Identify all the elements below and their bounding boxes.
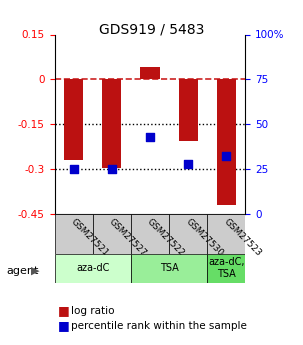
Point	[71, 166, 76, 172]
Text: GDS919 / 5483: GDS919 / 5483	[99, 22, 204, 37]
Bar	[93, 214, 131, 254]
Bar	[141, 67, 160, 79]
Point	[109, 166, 114, 172]
Bar	[207, 214, 245, 254]
Text: GSM27522: GSM27522	[145, 217, 186, 258]
Bar	[179, 79, 198, 141]
Text: GSM27530: GSM27530	[184, 217, 225, 258]
Bar	[102, 79, 122, 168]
Text: ■: ■	[58, 304, 69, 317]
Point	[224, 154, 229, 159]
Text: ▶: ▶	[31, 266, 39, 276]
Point	[148, 134, 152, 139]
Bar	[55, 214, 93, 254]
Text: aza-dC,
TSA: aza-dC, TSA	[208, 257, 245, 279]
Text: GSM27527: GSM27527	[107, 217, 148, 258]
Bar	[131, 254, 207, 283]
Bar	[64, 79, 83, 160]
Text: TSA: TSA	[160, 263, 178, 273]
Text: GSM27523: GSM27523	[222, 217, 263, 258]
Bar	[55, 254, 131, 283]
Bar	[169, 214, 207, 254]
Point	[186, 161, 191, 166]
Text: log ratio: log ratio	[71, 306, 115, 316]
Text: percentile rank within the sample: percentile rank within the sample	[71, 321, 247, 331]
Text: aza-dC: aza-dC	[76, 263, 109, 273]
Bar	[207, 254, 245, 283]
Text: agent: agent	[6, 266, 38, 276]
Text: GSM27521: GSM27521	[69, 217, 110, 258]
Bar	[217, 79, 236, 205]
Bar	[131, 214, 169, 254]
Text: ■: ■	[58, 319, 69, 332]
